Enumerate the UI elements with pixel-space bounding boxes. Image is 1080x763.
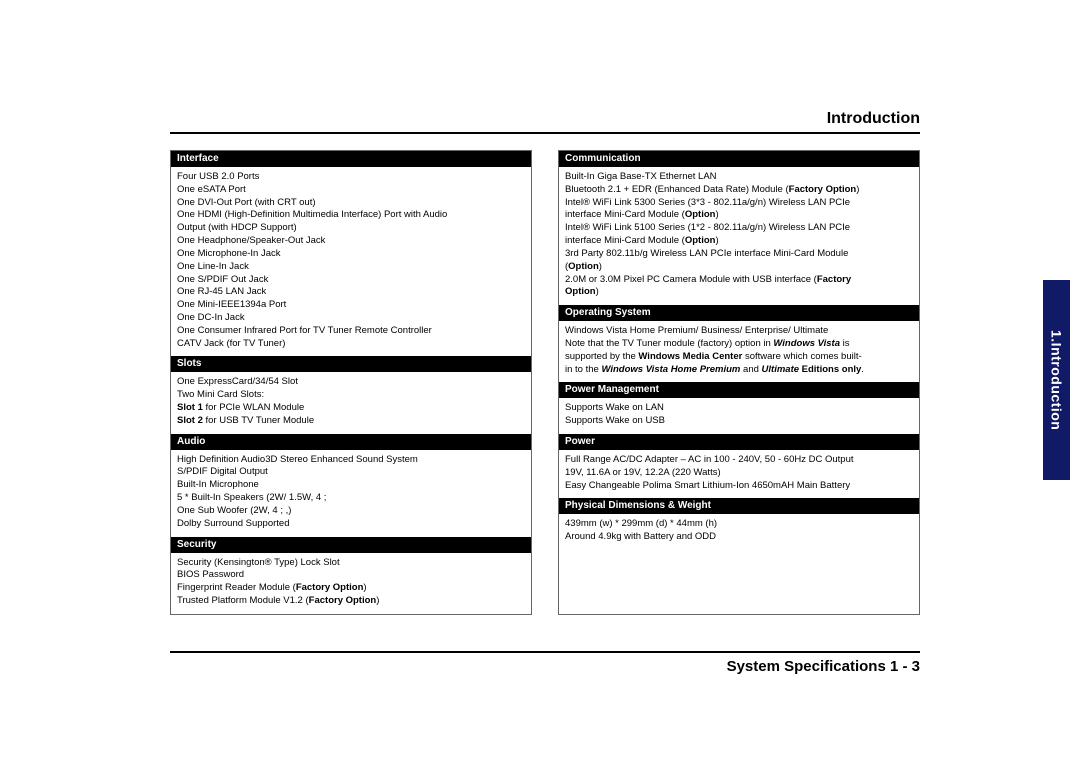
- spec-line: CATV Jack (for TV Tuner): [177, 338, 525, 351]
- page-footer: System Specifications 1 - 3: [170, 651, 920, 675]
- spec-line: 5 * Built-In Speakers (2W/ 1.5W, 4 ;: [177, 492, 525, 505]
- spec-line: One DVI-Out Port (with CRT out): [177, 197, 525, 210]
- section-header: Physical Dimensions & Weight: [559, 498, 919, 514]
- section-header: Slots: [171, 356, 531, 372]
- section-body: Built-In Giga Base-TX Ethernet LANBlueto…: [559, 167, 919, 305]
- spec-line: Bluetooth 2.1 + EDR (Enhanced Data Rate)…: [565, 184, 913, 197]
- right-column: CommunicationBuilt-In Giga Base-TX Ether…: [558, 150, 920, 615]
- spec-line: Note that the TV Tuner module (factory) …: [565, 338, 913, 351]
- section-header: Power Management: [559, 382, 919, 398]
- spec-line: Easy Changeable Polima Smart Lithium-Ion…: [565, 480, 913, 493]
- spec-line: Two Mini Card Slots:: [177, 389, 525, 402]
- section-header: Operating System: [559, 305, 919, 321]
- section-body: Full Range AC/DC Adapter – AC in 100 - 2…: [559, 450, 919, 498]
- left-column: InterfaceFour USB 2.0 PortsOne eSATA Por…: [170, 150, 532, 615]
- page: Introduction 1.Introduction InterfaceFou…: [0, 0, 1080, 763]
- section-body: Windows Vista Home Premium/ Business/ En…: [559, 321, 919, 382]
- spec-line: Built-In Microphone: [177, 479, 525, 492]
- spec-line: in to the Windows Vista Home Premium and…: [565, 364, 913, 377]
- section-header: Audio: [171, 434, 531, 450]
- spec-line: interface Mini-Card Module (Option): [565, 209, 913, 222]
- page-title: Introduction: [170, 110, 920, 134]
- spec-line: Supports Wake on USB: [565, 415, 913, 428]
- section-header: Security: [171, 537, 531, 553]
- section-body: One ExpressCard/34/54 SlotTwo Mini Card …: [171, 372, 531, 433]
- spec-line: Dolby Surround Supported: [177, 518, 525, 531]
- spec-line: Four USB 2.0 Ports: [177, 171, 525, 184]
- spec-line: One S/PDIF Out Jack: [177, 274, 525, 287]
- spec-line: 2.0M or 3.0M Pixel PC Camera Module with…: [565, 274, 913, 287]
- spec-line: One Sub Woofer (2W, 4 ; ,): [177, 505, 525, 518]
- spec-line: Built-In Giga Base-TX Ethernet LAN: [565, 171, 913, 184]
- spec-line: Around 4.9kg with Battery and ODD: [565, 531, 913, 544]
- spec-line: Output (with HDCP Support): [177, 222, 525, 235]
- spec-line: One HDMI (High-Definition Multimedia Int…: [177, 209, 525, 222]
- spec-line: Slot 2 for USB TV Tuner Module: [177, 415, 525, 428]
- section-header: Power: [559, 434, 919, 450]
- spec-line: One Line-In Jack: [177, 261, 525, 274]
- spec-line: Option): [565, 286, 913, 299]
- section-body: Security (Kensington® Type) Lock SlotBIO…: [171, 553, 531, 614]
- section-body: Supports Wake on LANSupports Wake on USB: [559, 398, 919, 434]
- section-header: Interface: [171, 151, 531, 167]
- spec-line: One ExpressCard/34/54 Slot: [177, 376, 525, 389]
- spec-line: interface Mini-Card Module (Option): [565, 235, 913, 248]
- spec-line: Full Range AC/DC Adapter – AC in 100 - 2…: [565, 454, 913, 467]
- section-body: Four USB 2.0 PortsOne eSATA PortOne DVI-…: [171, 167, 531, 356]
- side-tab: 1.Introduction: [1043, 280, 1070, 480]
- section-header: Communication: [559, 151, 919, 167]
- spec-line: One Headphone/Speaker-Out Jack: [177, 235, 525, 248]
- spec-line: Intel® WiFi Link 5300 Series (3*3 - 802.…: [565, 197, 913, 210]
- spec-line: One Mini-IEEE1394a Port: [177, 299, 525, 312]
- spec-line: Intel® WiFi Link 5100 Series (1*2 - 802.…: [565, 222, 913, 235]
- spec-line: S/PDIF Digital Output: [177, 466, 525, 479]
- section-body: High Definition Audio3D Stereo Enhanced …: [171, 450, 531, 537]
- spec-line: Trusted Platform Module V1.2 (Factory Op…: [177, 595, 525, 608]
- spec-line: One eSATA Port: [177, 184, 525, 197]
- spec-line: Security (Kensington® Type) Lock Slot: [177, 557, 525, 570]
- section-body: 439mm (w) * 299mm (d) * 44mm (h)Around 4…: [559, 514, 919, 550]
- spec-line: Windows Vista Home Premium/ Business/ En…: [565, 325, 913, 338]
- spec-line: Fingerprint Reader Module (Factory Optio…: [177, 582, 525, 595]
- spec-line: 3rd Party 802.11b/g Wireless LAN PCIe in…: [565, 248, 913, 261]
- spec-line: One DC-In Jack: [177, 312, 525, 325]
- spec-line: Supports Wake on LAN: [565, 402, 913, 415]
- spec-line: One Consumer Infrared Port for TV Tuner …: [177, 325, 525, 338]
- spec-line: supported by the Windows Media Center so…: [565, 351, 913, 364]
- spec-line: (Option): [565, 261, 913, 274]
- spec-line: BIOS Password: [177, 569, 525, 582]
- spec-line: One RJ-45 LAN Jack: [177, 286, 525, 299]
- spec-line: High Definition Audio3D Stereo Enhanced …: [177, 454, 525, 467]
- spec-line: One Microphone-In Jack: [177, 248, 525, 261]
- spec-line: 19V, 11.6A or 19V, 12.2A (220 Watts): [565, 467, 913, 480]
- spec-line: Slot 1 for PCIe WLAN Module: [177, 402, 525, 415]
- spec-line: 439mm (w) * 299mm (d) * 44mm (h): [565, 518, 913, 531]
- spec-columns: InterfaceFour USB 2.0 PortsOne eSATA Por…: [170, 150, 920, 615]
